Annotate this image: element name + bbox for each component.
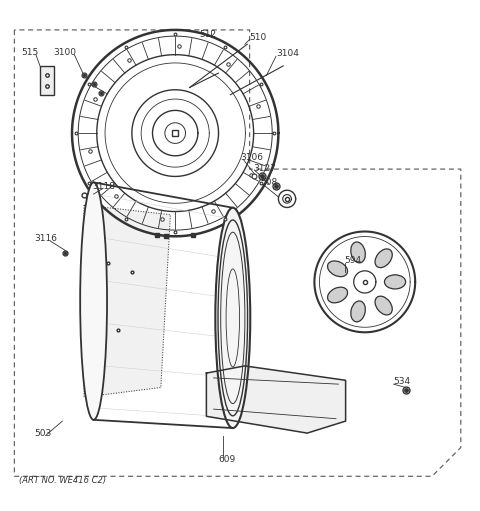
Ellipse shape xyxy=(216,208,250,428)
Text: 594: 594 xyxy=(345,256,362,265)
Text: 3127: 3127 xyxy=(253,164,276,173)
Text: 512: 512 xyxy=(199,30,216,39)
Text: 503: 503 xyxy=(35,429,52,437)
Text: 3100: 3100 xyxy=(53,49,76,57)
Ellipse shape xyxy=(375,296,392,315)
Text: 3106: 3106 xyxy=(240,153,263,161)
Polygon shape xyxy=(84,205,170,397)
Text: 3104: 3104 xyxy=(276,50,299,58)
Ellipse shape xyxy=(351,242,365,263)
Ellipse shape xyxy=(384,275,406,289)
Text: (ART NO. WE416 C2): (ART NO. WE416 C2) xyxy=(19,476,107,485)
Ellipse shape xyxy=(351,301,365,322)
Polygon shape xyxy=(206,366,346,433)
Text: 609: 609 xyxy=(218,455,236,464)
Text: 510: 510 xyxy=(250,33,267,41)
Text: 534: 534 xyxy=(394,377,411,386)
Ellipse shape xyxy=(327,287,348,303)
FancyBboxPatch shape xyxy=(40,66,54,95)
Ellipse shape xyxy=(375,249,392,268)
Ellipse shape xyxy=(80,182,107,420)
Text: 515: 515 xyxy=(22,49,39,57)
Text: 3118: 3118 xyxy=(92,182,115,191)
Text: 508: 508 xyxy=(261,178,278,187)
Text: 3116: 3116 xyxy=(35,234,58,243)
Ellipse shape xyxy=(327,261,348,276)
